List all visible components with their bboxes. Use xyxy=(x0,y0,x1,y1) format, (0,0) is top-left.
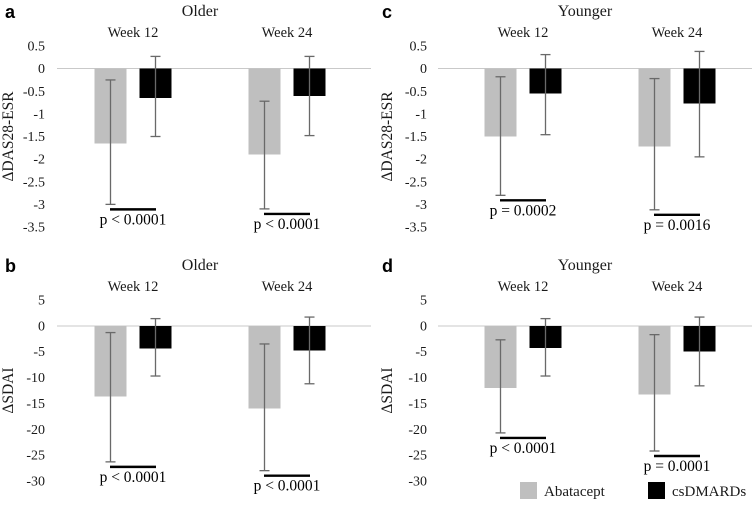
week-label: Week 12 xyxy=(108,25,159,41)
week-label: Week 12 xyxy=(108,279,159,295)
y-tick-label: -3 xyxy=(33,198,45,213)
y-tick-label: -5 xyxy=(33,345,45,360)
y-tick-label: -15 xyxy=(26,397,45,412)
y-tick-label: -25 xyxy=(26,449,45,464)
y-tick-label: -1 xyxy=(33,107,45,122)
chart-a: a Older ΔDAS28-ESR 0.5 0 -0.5 -1 -1.5 -2 -2.5 -3 -3… xyxy=(0,2,371,236)
panel-letter: b xyxy=(5,256,16,276)
panel-a-das28-older: a Older ΔDAS28-ESR 0.5 0 -0.5 -1 -1.5 -2 -2.5 -3 -3… xyxy=(0,0,377,254)
p-value-label: p < 0.0001 xyxy=(100,211,167,228)
y-tick-label: -3.5 xyxy=(405,221,427,236)
y-tick-label: 0.5 xyxy=(410,40,428,55)
y-tick-label: -25 xyxy=(408,449,427,464)
y-tick-label: 0 xyxy=(420,319,427,334)
p-value-label: p = 0.0002 xyxy=(490,202,557,219)
y-tick-label: -3.5 xyxy=(23,221,45,236)
y-tick-label: -2.5 xyxy=(23,175,45,190)
legend-label: Abatacept xyxy=(544,484,606,500)
y-axis-label: ΔSDAI xyxy=(379,367,396,413)
panel-title: Older xyxy=(182,257,219,274)
week-label: Week 12 xyxy=(498,25,549,41)
y-tick-label: -2 xyxy=(33,153,45,168)
y-tick-label: 0 xyxy=(38,62,45,77)
panel-title: Older xyxy=(182,3,219,20)
p-value-label: p < 0.0001 xyxy=(254,478,321,495)
panel-letter: a xyxy=(5,2,16,22)
panel-letter: c xyxy=(382,2,392,22)
legend-swatch-csdmards xyxy=(648,482,665,499)
week-label: Week 24 xyxy=(262,279,314,295)
panel-title: Younger xyxy=(558,3,613,20)
y-tick-label: -1.5 xyxy=(405,130,427,145)
y-tick-label: -10 xyxy=(26,371,45,386)
week-label: Week 24 xyxy=(652,25,704,41)
chart-d: d Younger ΔSDAI 5 0 -5 -10 -15 -20 -25 -30 Week 12 p… xyxy=(379,256,752,500)
panel-title: Younger xyxy=(558,257,613,274)
p-value-label: p < 0.0001 xyxy=(254,216,321,233)
chart-b: b Older ΔSDAI 5 0 -5 -10 -15 -20 -25 -30 Week 12 p <… xyxy=(0,256,371,495)
legend-label: csDMARDs xyxy=(672,484,746,500)
y-tick-label: -2 xyxy=(415,153,427,168)
y-tick-label: -2.5 xyxy=(405,175,427,190)
y-tick-label: 5 xyxy=(420,294,427,309)
y-tick-label: -3 xyxy=(415,198,427,213)
y-tick-label: -5 xyxy=(415,345,427,360)
y-tick-label: -30 xyxy=(408,475,427,490)
y-axis-label: ΔDAS28-ESR xyxy=(0,91,17,182)
y-tick-label: 0 xyxy=(420,62,427,77)
y-tick-label: -1.5 xyxy=(23,130,45,145)
y-tick-label: -0.5 xyxy=(23,85,45,100)
y-tick-label: 5 xyxy=(38,294,45,309)
y-tick-label: -1 xyxy=(415,107,427,122)
y-tick-label: -30 xyxy=(26,475,45,490)
chart-c: c Younger ΔDAS28-ESR 0.5 0 -0.5 -1 -1.5 -2 -2.5 -3… xyxy=(379,2,752,236)
p-value-label: p < 0.0001 xyxy=(490,440,557,457)
y-tick-label: -20 xyxy=(26,423,45,438)
p-value-label: p = 0.0001 xyxy=(644,458,711,475)
y-tick-label: 0 xyxy=(38,319,45,334)
y-tick-label: -20 xyxy=(408,423,427,438)
panel-c-das28-younger: c Younger ΔDAS28-ESR 0.5 0 -0.5 -1 -1.5 -2 -2.5 -3… xyxy=(377,0,755,254)
week-label: Week 24 xyxy=(262,25,314,41)
week-label: Week 24 xyxy=(652,279,704,295)
panel-b-sdai-older: b Older ΔSDAI 5 0 -5 -10 -15 -20 -25 -30 Week 12 p <… xyxy=(0,254,377,509)
legend-swatch-abatacept xyxy=(520,482,537,499)
y-tick-label: -0.5 xyxy=(405,85,427,100)
p-value-label: p < 0.0001 xyxy=(100,469,167,486)
p-value-label: p = 0.0016 xyxy=(644,217,711,234)
y-tick-label: 0.5 xyxy=(28,40,46,55)
y-axis-label: ΔSDAI xyxy=(0,367,17,413)
panel-letter: d xyxy=(382,256,393,276)
y-tick-label: -15 xyxy=(408,397,427,412)
panel-d-sdai-younger: d Younger ΔSDAI 5 0 -5 -10 -15 -20 -25 -30 Week 12 p… xyxy=(377,254,755,509)
week-label: Week 12 xyxy=(498,279,549,295)
y-tick-label: -10 xyxy=(408,371,427,386)
y-axis-label: ΔDAS28-ESR xyxy=(379,91,396,182)
